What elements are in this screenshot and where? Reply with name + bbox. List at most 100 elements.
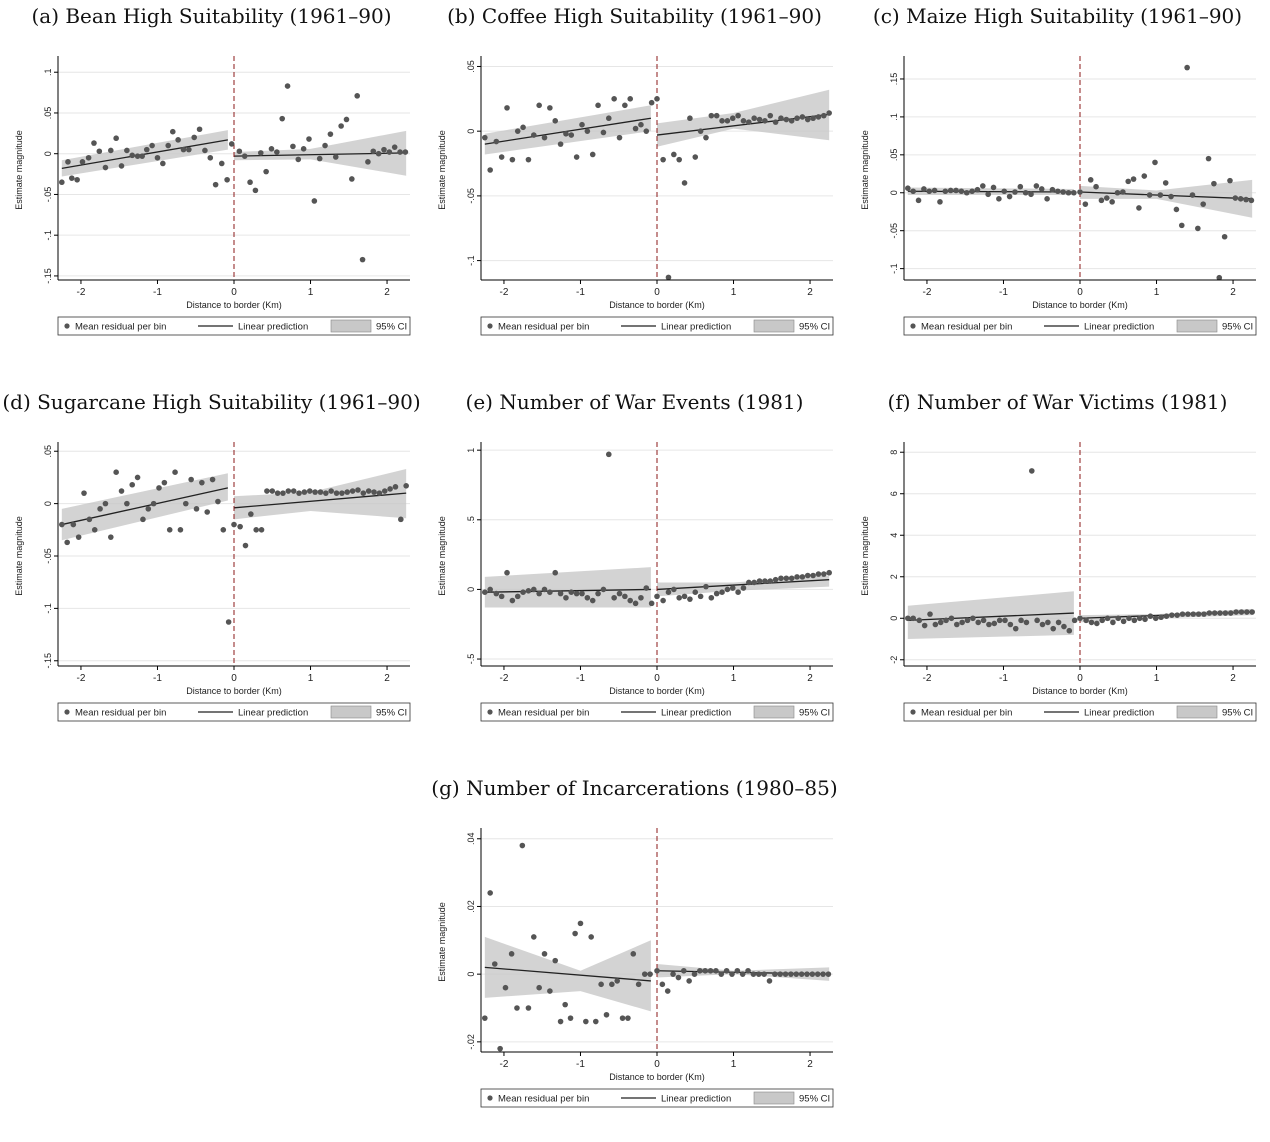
ci-band <box>61 130 228 177</box>
data-point <box>1168 193 1174 200</box>
data-point <box>1189 192 1196 198</box>
legend-ci-label: 95% CI <box>376 322 407 333</box>
data-point <box>648 600 655 607</box>
data-point <box>182 500 189 507</box>
data-point <box>387 486 393 492</box>
data-point <box>1221 233 1228 240</box>
data-point <box>482 1015 488 1021</box>
data-point <box>1237 196 1244 202</box>
data-point <box>1152 159 1158 166</box>
data-point <box>562 1001 568 1008</box>
legend-mean-label: Mean residual per bin <box>498 1094 589 1105</box>
data-point <box>671 151 677 158</box>
data-point <box>746 579 752 586</box>
panel-title: (b) Coffee High Suitability (1961–90) <box>447 4 822 28</box>
x-tick-label: -2 <box>77 673 86 684</box>
x-tick-label: 0 <box>1077 673 1083 684</box>
data-point <box>671 586 677 593</box>
data-point <box>991 620 998 627</box>
data-point <box>691 971 698 977</box>
data-point <box>697 967 703 974</box>
data-point <box>280 490 286 496</box>
data-point <box>762 578 768 584</box>
data-point <box>1071 189 1077 196</box>
data-point <box>75 534 82 540</box>
data-point <box>567 1015 574 1021</box>
data-point <box>654 96 660 102</box>
data-point <box>970 615 976 622</box>
data-point <box>212 181 219 188</box>
data-point <box>487 167 493 173</box>
data-point <box>1099 617 1105 624</box>
data-point <box>756 578 763 584</box>
data-point <box>108 534 114 540</box>
data-point <box>108 147 114 154</box>
y-tick-label: .05 <box>466 60 476 73</box>
chart-f: -2 0 2 4 6 8 -2 -1 0 1 2 Distance to border (Km) Est… <box>860 442 1257 722</box>
data-point <box>482 589 488 596</box>
data-point <box>290 143 296 150</box>
data-point <box>118 163 125 169</box>
data-point <box>557 141 564 147</box>
data-point <box>703 583 709 590</box>
data-point <box>778 575 784 582</box>
y-tick-label: .02 <box>466 900 476 913</box>
data-point <box>794 574 800 580</box>
data-point <box>584 128 591 134</box>
legend-point-swatch <box>64 323 70 329</box>
data-point <box>910 615 916 622</box>
data-point <box>740 585 747 591</box>
x-tick-label: 0 <box>654 287 660 298</box>
data-point <box>370 148 377 155</box>
prediction-line <box>61 139 228 170</box>
data-point <box>536 102 542 109</box>
data-point <box>707 967 714 974</box>
legend-box <box>57 702 411 722</box>
y-tick-label: 0 <box>466 129 476 134</box>
data-point <box>1012 625 1019 632</box>
data-point <box>782 971 789 977</box>
data-point <box>718 971 725 977</box>
legend-point-swatch <box>487 323 493 329</box>
data-point <box>557 1018 564 1025</box>
data-point <box>531 132 537 138</box>
data-point <box>1103 195 1110 201</box>
data-point <box>1142 616 1148 623</box>
legend-box <box>480 316 834 336</box>
x-axis-title: Distance to border (Km) <box>609 300 705 310</box>
data-point <box>680 967 687 974</box>
legend-point-swatch <box>910 709 916 715</box>
data-point <box>630 951 637 957</box>
data-point <box>520 124 526 131</box>
data-point <box>328 488 334 494</box>
data-point <box>665 589 672 596</box>
y-tick-label: -.1 <box>43 603 53 614</box>
x-tick-label: -2 <box>77 287 86 298</box>
data-point <box>552 118 559 124</box>
data-point <box>1163 613 1170 619</box>
y-tick-label: -.1 <box>43 230 53 241</box>
y-tick-label: 0 <box>43 151 53 156</box>
y-tick-label: .05 <box>43 445 53 458</box>
data-point <box>1060 189 1066 195</box>
chart-b: -.1 -.05 0 .05 -2 -1 0 1 2 Distance to border (Km… <box>437 56 834 336</box>
ci-band <box>234 130 407 176</box>
data-point <box>1045 619 1051 626</box>
y-tick-label: -.02 <box>466 1034 476 1050</box>
data-point <box>614 978 621 984</box>
data-point <box>1001 188 1008 195</box>
data-point <box>625 1015 631 1021</box>
data-point <box>937 619 944 626</box>
data-point <box>191 134 198 141</box>
data-point <box>963 189 970 196</box>
data-point <box>274 490 281 496</box>
data-point <box>354 93 361 99</box>
data-point <box>609 981 615 988</box>
data-point <box>708 112 715 119</box>
data-point <box>169 128 176 135</box>
panel-title: (c) Maize High Suitability (1961–90) <box>872 4 1243 28</box>
data-point <box>344 489 351 495</box>
data-point <box>948 615 955 622</box>
data-point <box>664 988 671 994</box>
data-point <box>703 134 709 141</box>
